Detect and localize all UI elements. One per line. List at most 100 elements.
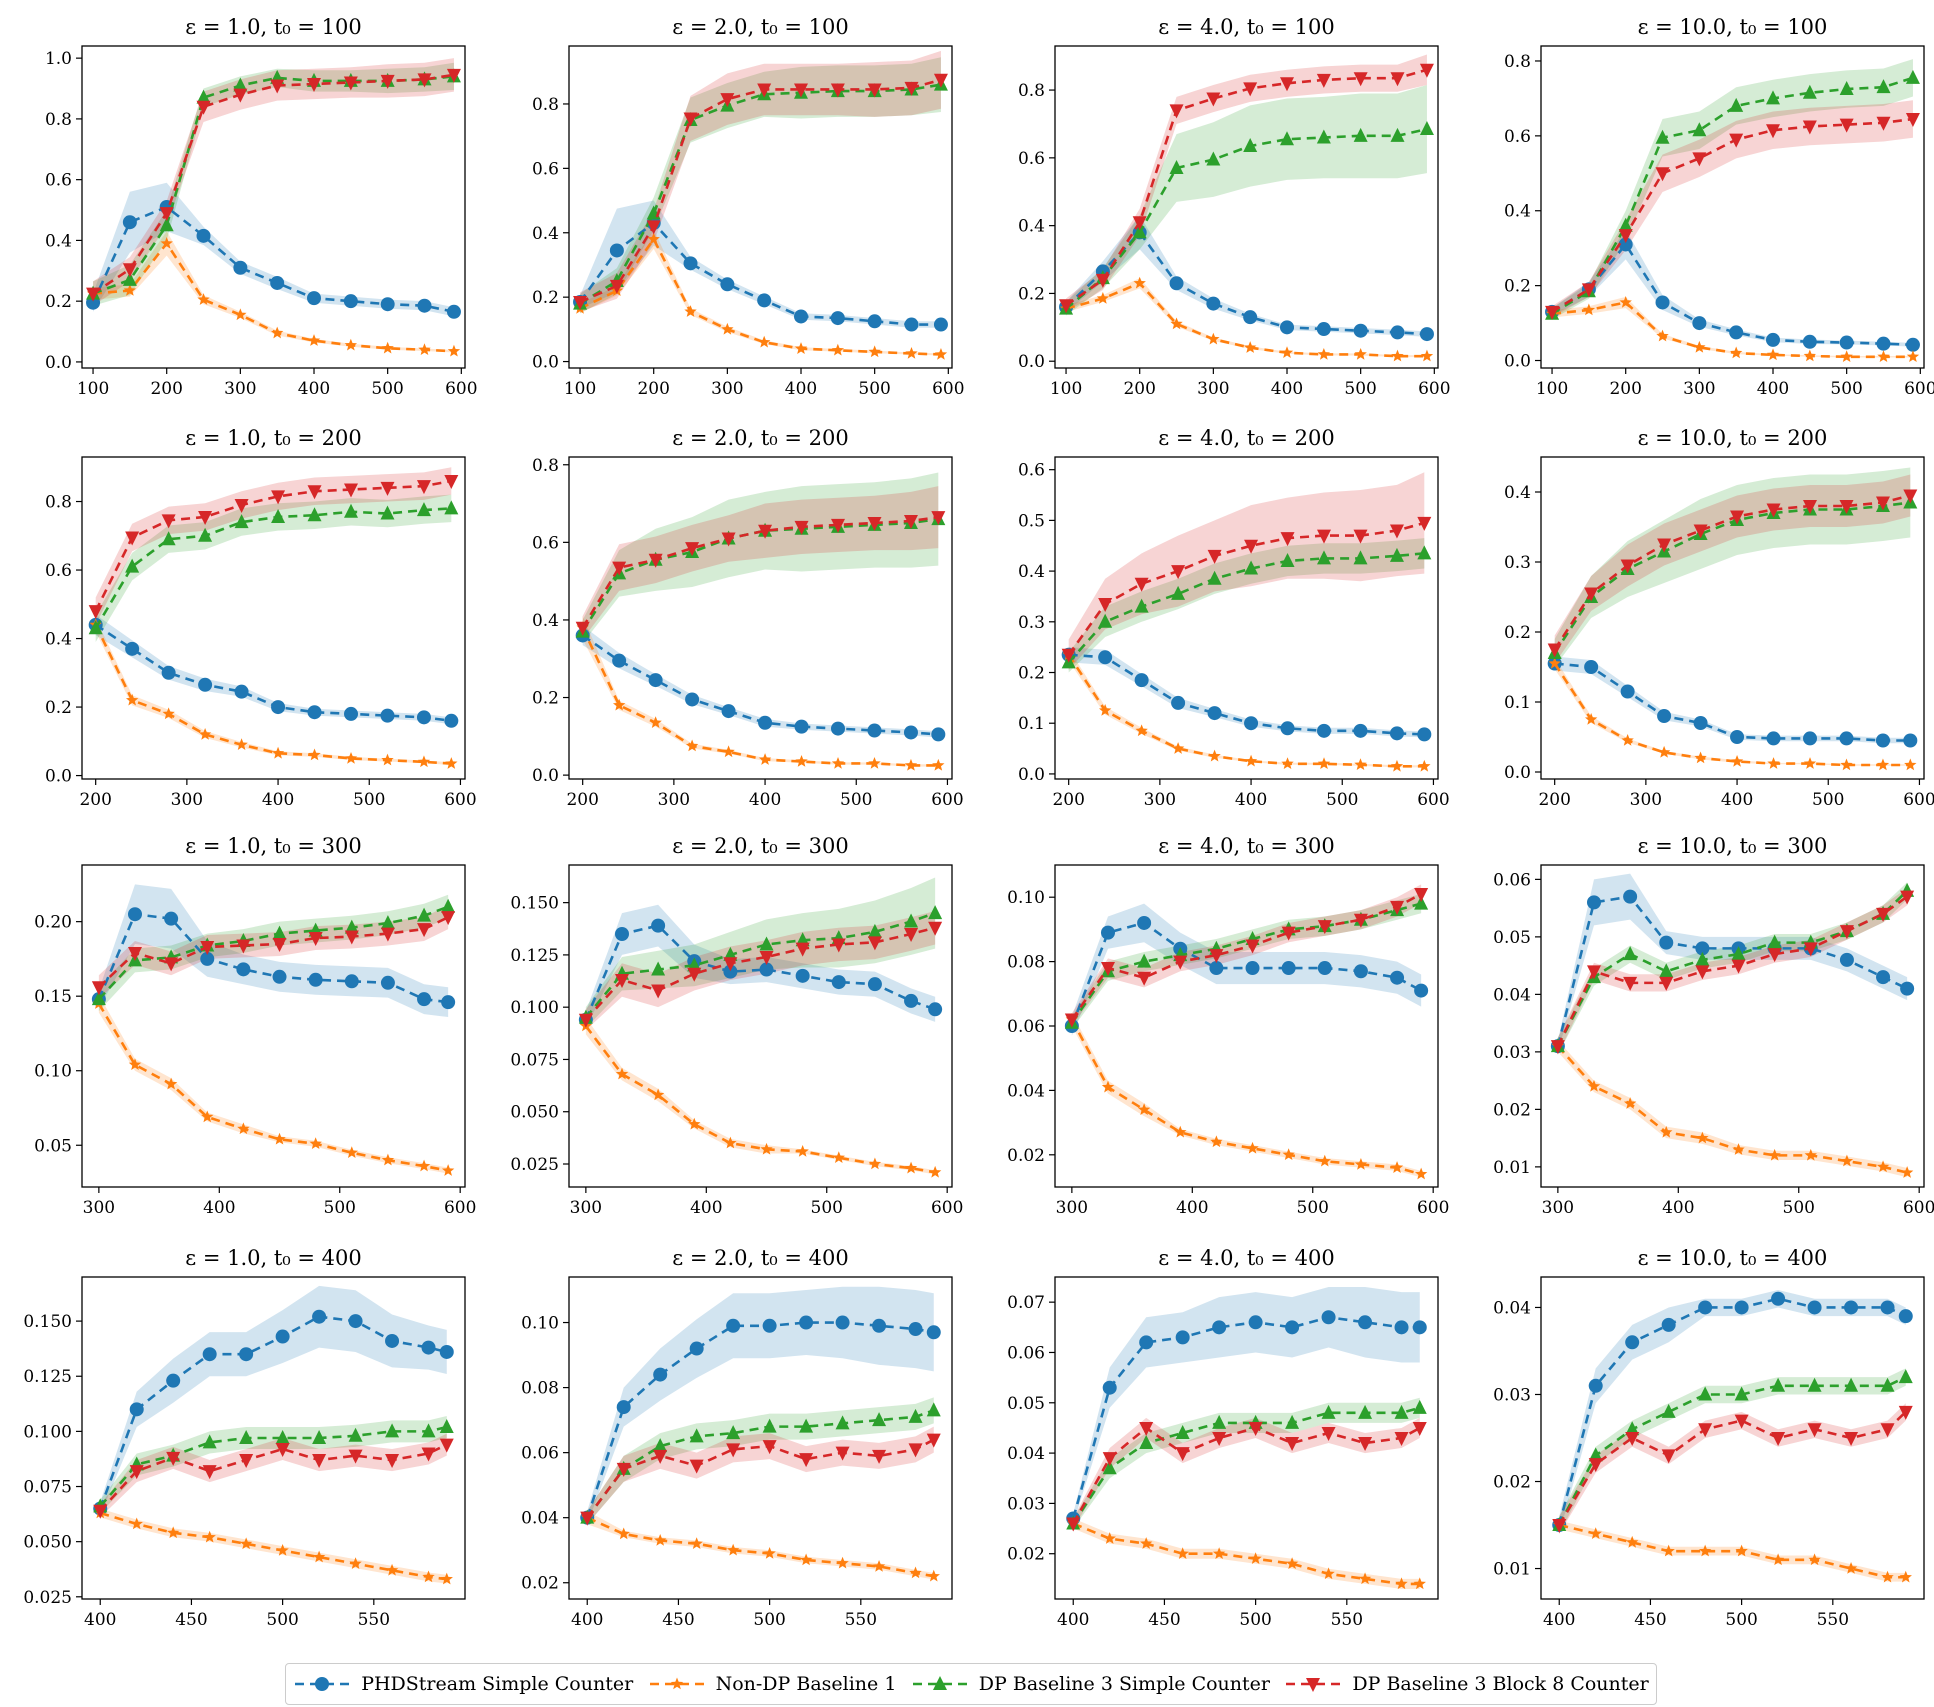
point-nondp — [684, 305, 697, 317]
point-block — [1280, 77, 1295, 92]
point-nondp — [1418, 759, 1431, 772]
point-nondp — [795, 755, 808, 767]
point-phd — [239, 1347, 254, 1362]
point-nondp — [1244, 341, 1257, 353]
axes-frame — [81, 864, 466, 1188]
x-tick-label: 500 — [753, 1610, 785, 1630]
point-phd — [651, 918, 666, 933]
point-phd — [1623, 889, 1638, 904]
point-block — [1844, 1432, 1859, 1446]
y-tick-label: 0.0 — [45, 767, 72, 787]
point-phd — [344, 706, 359, 721]
y-tick-label: 0.8 — [532, 95, 559, 115]
axes-frame — [568, 1276, 953, 1600]
point-simple — [1839, 81, 1854, 96]
y-tick-label: 0.3 — [1018, 613, 1045, 633]
point-phd — [926, 1325, 941, 1340]
point-nondp — [1414, 1167, 1428, 1180]
point-simple — [1132, 224, 1147, 239]
point-nondp — [1698, 1544, 1712, 1557]
y-tick-label: 0.07 — [1007, 1293, 1045, 1313]
y-tick-label: 0.100 — [510, 998, 559, 1018]
y-tick-label: 0.04 — [521, 1509, 559, 1529]
point-simple — [653, 1438, 668, 1453]
point-block — [200, 940, 215, 955]
point-simple — [1280, 131, 1295, 146]
x-tick-label: 450 — [175, 1610, 207, 1630]
band-simple — [1073, 1397, 1420, 1529]
point-nondp — [1390, 1161, 1404, 1173]
point-phd — [1412, 1320, 1427, 1335]
point-simple — [1734, 1386, 1749, 1401]
y-tick-label: 0.06 — [1007, 1343, 1045, 1363]
point-phd — [1317, 723, 1332, 738]
y-tick-label: 0.025 — [510, 1155, 559, 1175]
point-nondp — [1589, 1527, 1602, 1539]
y-tick-label: 0.0 — [532, 353, 559, 373]
point-block — [1552, 1519, 1567, 1534]
line-nondp — [579, 236, 941, 356]
plot-area — [1545, 59, 1920, 363]
point-phd — [1692, 316, 1707, 331]
point-nondp — [1696, 1131, 1709, 1144]
point-block — [161, 514, 176, 529]
point-nondp — [123, 284, 137, 296]
point-phd — [343, 294, 358, 309]
point-nondp — [868, 756, 881, 769]
axes-frame — [1054, 45, 1439, 369]
band-block — [1554, 474, 1911, 664]
point-phd — [648, 673, 663, 688]
point-phd — [380, 708, 395, 723]
point-nondp — [1660, 1125, 1673, 1138]
x-tick-label: 400 — [1662, 1198, 1694, 1218]
y-tick-label: 0.04 — [1493, 1298, 1531, 1318]
point-nondp — [1285, 1557, 1299, 1570]
point-phd — [1206, 296, 1221, 311]
legend: PHDStream Simple Counter Non-DP Baseline … — [285, 1663, 1657, 1705]
point-block — [1280, 532, 1295, 547]
band-nondp — [93, 231, 454, 353]
x-tick-label: 500 — [840, 790, 872, 810]
point-block — [614, 974, 629, 988]
point-nondp — [1244, 754, 1258, 767]
point-simple — [1905, 69, 1920, 84]
point-simple — [1802, 84, 1817, 99]
point-nondp — [1210, 1135, 1223, 1148]
point-block — [721, 532, 736, 547]
point-block — [1839, 118, 1854, 133]
y-tick-label: 0.06 — [1007, 1017, 1045, 1037]
point-simple — [1244, 560, 1259, 575]
plot-area — [1552, 1290, 1913, 1583]
point-phd — [161, 665, 176, 680]
point-nondp — [722, 745, 735, 758]
x-tick-label: 400 — [1235, 790, 1267, 810]
band-nondp — [95, 618, 452, 765]
y-tick-label: 0.6 — [1018, 461, 1045, 481]
point-block — [1206, 92, 1221, 107]
point-simple — [1358, 1404, 1373, 1419]
point-nondp — [904, 758, 918, 771]
plot-area — [1064, 884, 1429, 1180]
point-nondp — [271, 746, 285, 759]
point-phd — [830, 311, 845, 326]
point-block — [127, 946, 142, 961]
point-phd — [1693, 716, 1708, 730]
point-nondp — [1413, 1577, 1426, 1590]
point-block — [1802, 120, 1817, 135]
x-tick-label: 400 — [571, 1610, 603, 1630]
point-nondp — [1876, 758, 1890, 771]
point-nondp — [647, 232, 660, 245]
point-block — [758, 524, 773, 539]
y-tick-label: 0.025 — [23, 1588, 72, 1608]
band-phd — [580, 200, 941, 328]
x-tick-label: 500 — [1812, 790, 1844, 810]
point-nondp — [1899, 1570, 1912, 1583]
point-nondp — [349, 1557, 362, 1569]
point-nondp — [1171, 742, 1185, 754]
band-simple — [1552, 59, 1913, 320]
point-phd — [1898, 1309, 1913, 1324]
x-tick-label: 600 — [1417, 1198, 1449, 1218]
point-simple — [1661, 1403, 1676, 1418]
point-nondp — [1133, 276, 1146, 289]
point-block — [795, 942, 810, 957]
